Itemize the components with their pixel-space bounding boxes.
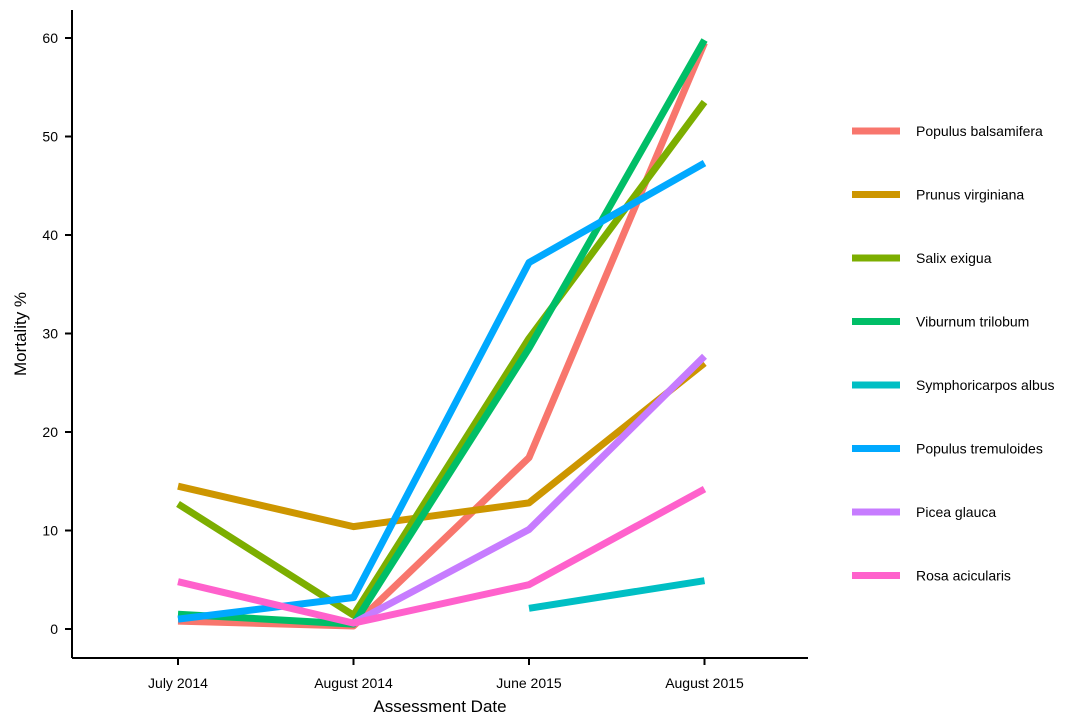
series-line: [177, 160, 707, 623]
x-axis-ticks: July 2014 August 2014 June 2015 August 2015: [148, 658, 744, 691]
series-line: [177, 38, 708, 628]
y-tick-label: 60: [42, 30, 58, 46]
series-line: [176, 99, 708, 619]
y-tick-label: 10: [42, 523, 58, 539]
x-tick-label: July 2014: [148, 675, 208, 691]
y-tick-label: 0: [50, 621, 58, 637]
legend-label: Symphoricarpos albus: [916, 377, 1055, 393]
series-line: [528, 577, 706, 612]
series-line: [351, 353, 707, 627]
legend-label: Prunus virginiana: [916, 187, 1024, 203]
x-tick-label: June 2015: [496, 675, 562, 691]
series-line: [177, 360, 707, 531]
y-axis-ticks: 0 10 20 30 40 50 60: [42, 30, 72, 637]
legend-label: Populus balsamifera: [916, 123, 1043, 139]
y-tick-label: 30: [42, 326, 58, 342]
x-axis-title: Assessment Date: [373, 697, 506, 716]
y-tick-label: 50: [42, 129, 58, 145]
plot-area: [176, 38, 708, 630]
legend-label: Rosa acicularis: [916, 568, 1011, 584]
x-tick-label: August 2015: [665, 675, 744, 691]
y-tick-label: 40: [42, 227, 58, 243]
legend: Populus balsamifera Prunus virginiana Sali…: [852, 123, 1055, 584]
legend-label: Salix exigua: [916, 250, 992, 266]
y-axis-title: Mortality %: [11, 292, 30, 376]
y-tick-label: 20: [42, 424, 58, 440]
legend-label: Populus tremuloides: [916, 441, 1043, 457]
series-line: [177, 486, 707, 627]
x-tick-label: August 2014: [314, 675, 393, 691]
series-line: [177, 41, 708, 630]
legend-label: Viburnum trilobum: [916, 314, 1029, 330]
legend-label: Picea glauca: [916, 504, 996, 520]
